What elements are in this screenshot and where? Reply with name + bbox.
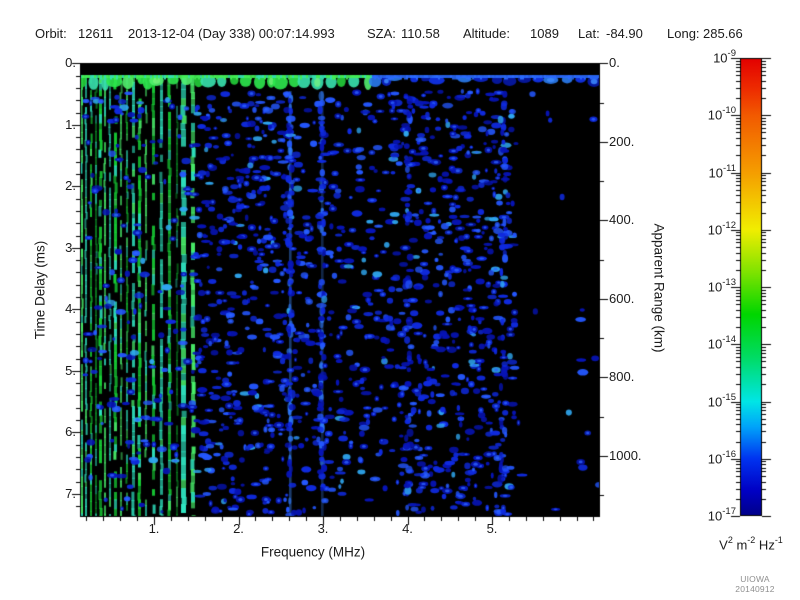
lat-value: -84.90	[606, 26, 643, 41]
tick-label: 5.	[486, 521, 498, 536]
sza-label: SZA:	[367, 26, 396, 41]
colorbar-tick-label: 10-12	[707, 219, 736, 238]
tick-label: 3.	[317, 521, 329, 536]
colorbar-tick-label: 10-13	[707, 277, 736, 295]
tick-label: 7.	[65, 485, 76, 501]
long-value: 285.66	[703, 26, 743, 41]
sza-value: 110.58	[401, 26, 440, 41]
colorbar-tick-label: 10-11	[708, 162, 737, 180]
colorbar-tick-label: 10-14	[707, 334, 736, 352]
unit-superscript: 2	[727, 535, 733, 545]
altitude-value: 1089	[530, 26, 559, 41]
x-axis-title-frequency: Frequency (MHz)	[260, 544, 366, 560]
lat-label: Lat:	[578, 26, 600, 41]
unit-superscript: -2	[747, 535, 756, 545]
orbit-label: Orbit:	[35, 26, 67, 41]
unit-text: Hz	[755, 537, 775, 553]
tick-label: 0.	[609, 55, 620, 71]
tick-label: 1000.	[609, 448, 642, 463]
tick-label: 3.	[65, 239, 76, 255]
colorbar-tick-label: 10-15	[707, 391, 736, 409]
orbit-value: 12611	[78, 26, 114, 41]
colorbar-tick-label: 10-9	[713, 48, 736, 66]
tick-label: 800.	[609, 369, 635, 385]
tick-label: 400.	[609, 212, 635, 228]
tick-label: 1.	[65, 116, 76, 132]
unit-text: m	[732, 537, 748, 553]
unit-superscript: -1	[774, 535, 783, 545]
datetime-value: 2013-12-04 (Day 338) 00:07:14.993	[128, 26, 335, 41]
colorbar-tick-label: 10-16	[707, 448, 736, 467]
tick-label: 0.	[65, 55, 76, 71]
long-label: Long:	[667, 26, 700, 41]
colorbar-unit-label: V2 m-2 Hz-1	[700, 535, 800, 553]
altitude-label: Altitude:	[463, 26, 510, 41]
tick-label: 600.	[609, 290, 635, 306]
colorbar-tick-label: 10-17	[707, 506, 736, 524]
tick-label: 200.	[609, 133, 635, 149]
tick-label: 4.	[65, 301, 76, 317]
tick-label: 1.	[148, 521, 160, 536]
tick-label: 5.	[65, 362, 76, 378]
tick-label: 2.	[65, 178, 76, 194]
tick-label: 4.	[402, 521, 413, 536]
tick-label: 2.	[233, 521, 244, 536]
tick-label: 6.	[65, 424, 76, 440]
unit-text: V	[719, 537, 728, 553]
y2-axis-title-apparent-range: Apparent Range (km)	[651, 223, 667, 353]
credit-text: UIOWA 20140912	[735, 574, 775, 594]
colorbar-tick-label: 10-10	[707, 105, 736, 123]
y-axis-title-time-delay: Time Delay (ms)	[32, 240, 48, 340]
